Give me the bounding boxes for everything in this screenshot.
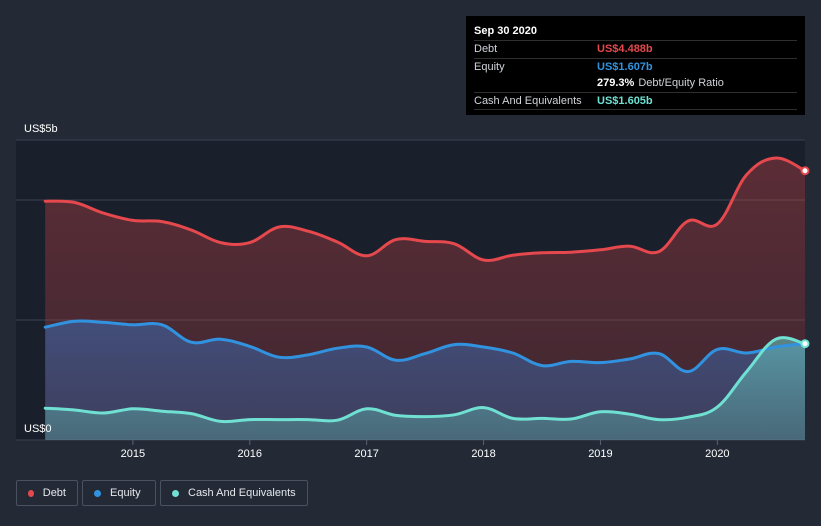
tooltip-debt-label: Debt	[474, 43, 498, 55]
tooltip-ratio-spacer	[474, 75, 597, 92]
x-tick-label-2015: 2015	[121, 448, 145, 460]
legend-label-cash: Cash And Equivalents	[188, 487, 296, 499]
x-tick-label-2017: 2017	[354, 448, 378, 460]
end-marker-debt	[800, 166, 810, 176]
area-equity	[45, 320, 805, 440]
tooltip-ratio-value: 279.3%	[597, 77, 635, 89]
x-tick-label-2016: 2016	[238, 448, 262, 460]
x-tick-label-2018: 2018	[471, 448, 495, 460]
tooltip-row-ratio: 279.3% Debt/Equity Ratio	[474, 75, 797, 92]
legend-dot-equity	[94, 489, 101, 497]
line-debt	[43, 156, 807, 262]
area-cash	[45, 337, 805, 440]
legend-item-cash[interactable]: Cash And Equivalents	[160, 480, 308, 506]
tooltip-debt-value: US$4.488b	[597, 43, 653, 55]
tooltip: Sep 30 2020 Debt US$4.488b Equity US$1.6…	[466, 16, 805, 115]
end-marker-cash	[800, 339, 810, 349]
tooltip-ratio-label: Debt/Equity Ratio	[638, 77, 724, 89]
legend-item-equity[interactable]: Equity	[82, 480, 156, 506]
tooltip-cash-label: Cash And Equivalents	[474, 94, 582, 107]
legend-dot-cash	[172, 489, 179, 497]
tooltip-row-cash: Cash And Equivalents US$1.605b	[474, 91, 797, 110]
line-equity	[43, 319, 807, 374]
y-axis-top-label: US$5b	[24, 123, 58, 135]
legend-label-debt: Debt	[42, 487, 66, 499]
tooltip-date: Sep 30 2020	[474, 25, 537, 37]
y-axis-bottom-label: US$0	[24, 423, 52, 435]
legend-dot-debt	[28, 489, 34, 497]
x-tick-label-2020: 2020	[705, 448, 729, 460]
legend: Debt Equity Cash And Equivalents	[16, 480, 308, 508]
tooltip-row-equity: Equity US$1.607b	[474, 57, 797, 76]
tooltip-cash-value: US$1.605b	[597, 94, 653, 107]
tooltip-equity-label: Equity	[474, 60, 505, 73]
tooltip-row-debt: Debt US$4.488b	[474, 40, 797, 58]
line-cash	[43, 336, 807, 424]
legend-label-equity: Equity	[110, 487, 141, 499]
tooltip-equity-value: US$1.607b	[597, 60, 653, 73]
series-areas	[45, 157, 805, 440]
series-lines	[43, 156, 807, 424]
x-axis-ticks: 2015 2016 2017 2018 2019 2020	[121, 440, 730, 460]
x-tick-label-2019: 2019	[588, 448, 612, 460]
series-end-markers	[800, 166, 810, 349]
legend-item-debt[interactable]: Debt	[16, 480, 78, 506]
